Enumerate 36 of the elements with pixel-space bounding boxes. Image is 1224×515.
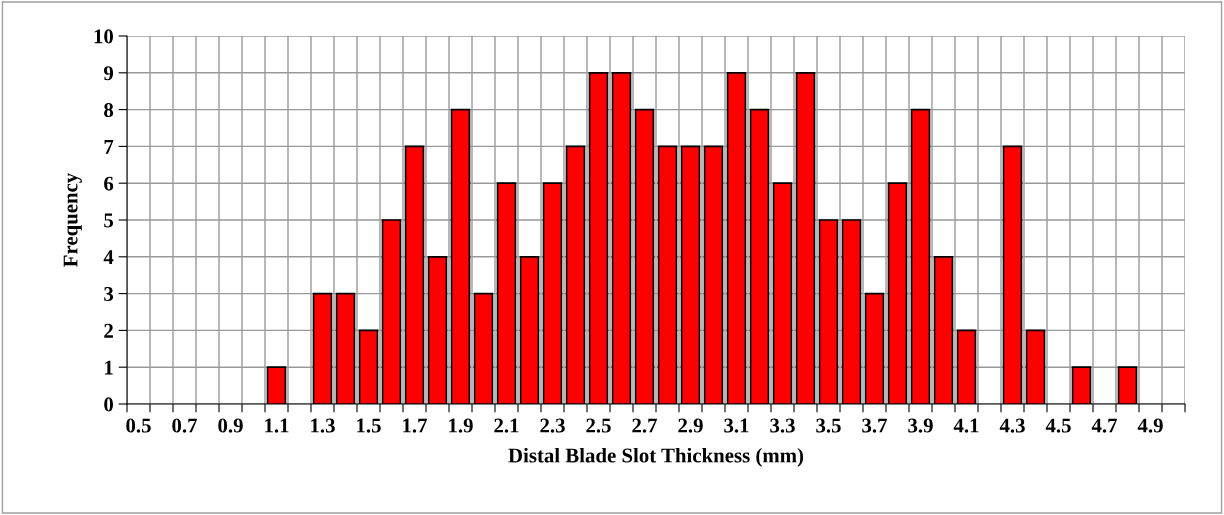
x-tick-label: 4.1 [953, 418, 979, 433]
x-tick-label: 3.9 [908, 418, 933, 433]
y-tick-label: 0 [104, 397, 114, 412]
x-tick-label: 0.9 [218, 418, 243, 433]
x-tick-label: 3.5 [816, 418, 841, 433]
x-tick-label: 0.5 [126, 418, 151, 433]
y-tick-label: 7 [104, 139, 114, 154]
y-tick-label: 10 [94, 29, 114, 44]
x-tick-label: 4.5 [1045, 418, 1071, 433]
y-tick-label: 9 [103, 66, 114, 81]
x-tick-label: 1.7 [403, 418, 428, 433]
x-tick-label: 2.7 [632, 418, 658, 433]
x-tick-label: 3.3 [770, 418, 795, 433]
x-tick-label: 4.7 [1091, 418, 1118, 433]
x-tick-label: 1.9 [449, 418, 473, 433]
x-tick-label: 2.1 [494, 418, 519, 433]
x-tick-label: 1.1 [265, 418, 289, 433]
y-tick-label: 3 [104, 287, 114, 302]
x-tick-label: 4.3 [999, 418, 1025, 433]
x-tick-label: 1.3 [311, 418, 335, 433]
y-tick-label: 6 [104, 176, 114, 191]
x-tick-label: 3.7 [862, 418, 888, 433]
y-tick-label: 2 [104, 323, 113, 338]
x-axis-title: Distal Blade Slot Thickness (mm) [508, 447, 804, 467]
x-tick-label: 2.9 [678, 418, 703, 433]
x-tick-label: 3.1 [724, 418, 749, 433]
x-tick-label: 0.7 [172, 418, 198, 433]
y-axis-title: Frequency [63, 172, 82, 267]
y-tick-label: 5 [104, 213, 114, 228]
y-tick-label: 8 [104, 102, 114, 118]
x-tick-label: 4.9 [1137, 418, 1163, 433]
x-tick-label: 2.5 [586, 418, 611, 433]
x-tick-label: 1.5 [357, 418, 381, 433]
y-tick-label: 1 [105, 360, 113, 375]
x-tick-label: 2.3 [540, 418, 565, 433]
y-tick-label: 4 [103, 250, 114, 265]
